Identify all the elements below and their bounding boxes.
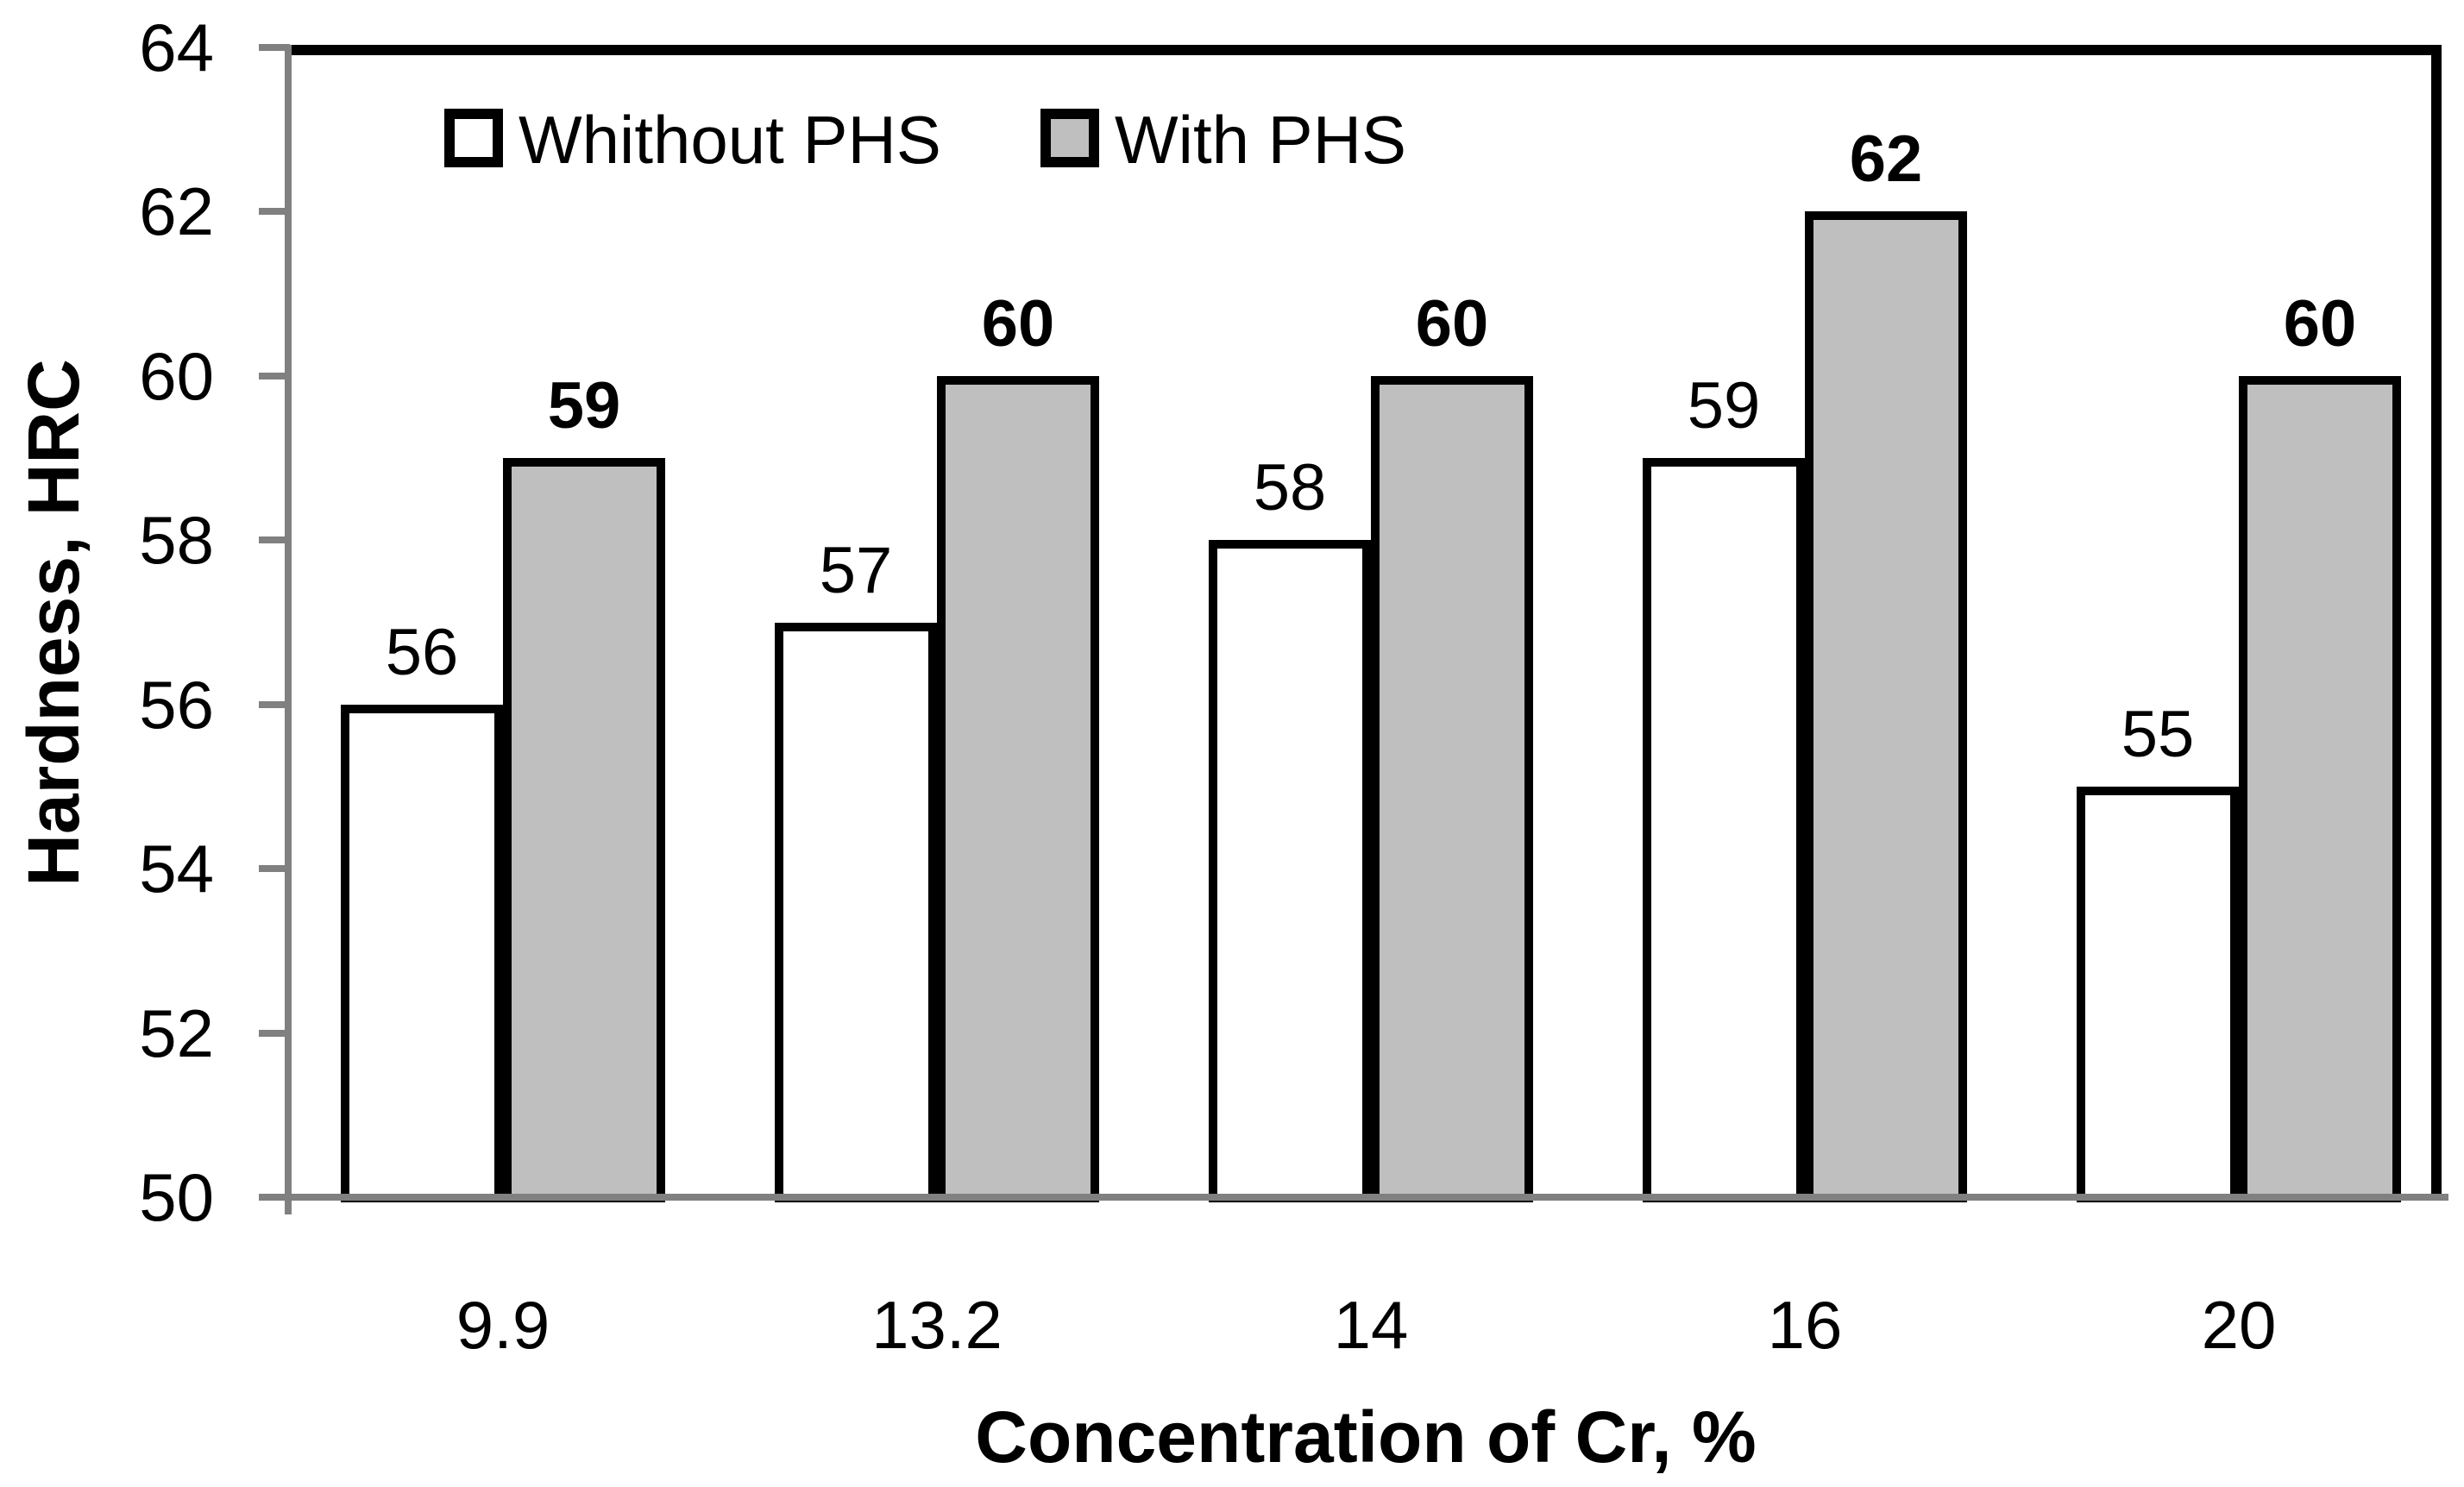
y-axis-line [285,45,292,1214]
legend-label-with-phs: With PHS [1115,102,1407,178]
y-tick-label: 50 [139,1159,214,1235]
y-tick-label: 52 [139,994,214,1071]
bar-without-phs [1209,540,1371,1202]
x-tick-label: 13.2 [871,1287,1003,1363]
data-label: 58 [1253,451,1327,525]
plot-border-right [2431,45,2442,1201]
data-label: 60 [1415,286,1489,361]
x-tick-label: 16 [1767,1287,1843,1363]
y-axis-tick [259,700,290,708]
data-label: 62 [1849,122,1923,197]
data-label: 56 [385,615,459,689]
bar-with-phs [1805,211,1967,1202]
y-tick-label: 60 [139,337,214,414]
x-axis-title: Concentration of Cr, % [975,1396,1757,1478]
bar-with-phs [1371,375,1533,1202]
bar-with-phs [2239,375,2401,1202]
bar-without-phs [1643,458,1805,1202]
data-label: 60 [981,286,1055,361]
bar-with-phs [503,458,665,1202]
y-axis-tick [259,865,290,873]
y-axis-tick [259,44,290,51]
legend-swatch-with-phs [1040,109,1099,167]
plot-border-top [288,45,2442,55]
y-tick-label: 54 [139,831,214,907]
y-axis-tick [259,536,290,544]
x-tick-label: 14 [1333,1287,1409,1363]
legend-swatch-without-phs [444,109,503,167]
bar-with-phs [937,375,1099,1202]
y-axis-tick [259,372,290,380]
y-axis-tick [259,208,290,216]
data-label: 57 [819,533,893,607]
y-tick-label: 56 [139,666,214,743]
data-label: 59 [547,369,621,443]
bar-without-phs [775,622,937,1202]
y-tick-label: 62 [139,173,214,250]
y-tick-label: 64 [139,9,214,85]
data-label: 60 [2283,286,2357,361]
bar-without-phs [2077,786,2239,1202]
x-axis-line [261,1194,2448,1201]
data-label: 55 [2121,697,2195,771]
x-tick-label: 9.9 [456,1287,550,1363]
y-axis-title: Hardness, HRC [13,359,94,887]
x-tick-label: 20 [2201,1287,2277,1363]
data-label: 59 [1687,369,1761,443]
legend-label-without-phs: Whithout PHS [519,102,941,178]
y-axis-tick [259,1029,290,1037]
y-tick-label: 58 [139,502,214,579]
bar-without-phs [341,704,503,1202]
